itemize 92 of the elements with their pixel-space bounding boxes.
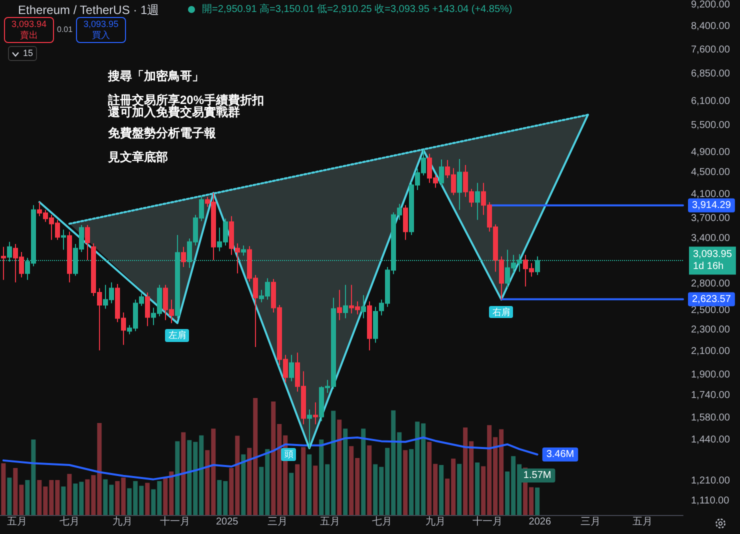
annotation: 搜尋「加密鳥哥」 xyxy=(108,69,204,84)
candlestick xyxy=(145,292,150,327)
bar xyxy=(313,466,318,515)
y-tick-label: 4,100.00 xyxy=(691,189,730,200)
annotation: 還可加入免費交易實戰群 xyxy=(108,105,240,119)
candlestick xyxy=(67,231,72,283)
bar xyxy=(403,450,408,515)
y-tick-label: 5,500.00 xyxy=(691,120,730,132)
y-tick-label: 1,740.00 xyxy=(691,390,730,402)
bar xyxy=(367,445,372,515)
x-tick-label: 2026 xyxy=(528,516,552,528)
y-tick-label: 4,500.00 xyxy=(691,167,730,178)
x-tick-label: 九月 xyxy=(112,516,133,528)
bar xyxy=(175,441,180,515)
data-label: 1.57M xyxy=(523,470,552,482)
y-tick-label: 2,500.00 xyxy=(691,305,730,316)
candlestick xyxy=(403,204,408,240)
y-tick-label: 1,580.00 xyxy=(691,412,730,424)
y-tick-label: 9,200.00 xyxy=(691,0,730,10)
annotation: 15 xyxy=(8,46,38,61)
candlestick xyxy=(343,284,348,319)
annotation: 頭 xyxy=(281,448,296,462)
x-tick-label: 2025 xyxy=(216,516,239,528)
x-tick-label: 三月 xyxy=(268,516,288,528)
candlestick xyxy=(181,246,186,268)
bar xyxy=(289,472,294,515)
y-tick-label: 2,100.00 xyxy=(691,346,730,357)
annotation: 0.01 xyxy=(57,25,73,35)
chart-title: Ethereum / TetherUS · 1週 xyxy=(18,3,160,18)
bar xyxy=(145,482,150,515)
candlestick xyxy=(85,224,90,261)
y-tick-label: 6,850.00 xyxy=(691,68,730,80)
candlestick xyxy=(457,158,462,210)
bar xyxy=(1,463,6,515)
candlestick xyxy=(313,402,318,425)
y-tick-label: 1,210.00 xyxy=(691,475,730,486)
x-tick-label: 五月 xyxy=(632,516,653,528)
y-tick-label: 2,300.00 xyxy=(691,324,730,336)
candlestick xyxy=(241,244,246,256)
bar xyxy=(241,454,246,515)
bar xyxy=(361,428,366,515)
bar xyxy=(181,432,186,515)
data-label: 3,914.29 xyxy=(692,200,732,211)
x-tick-label: 十一月 xyxy=(472,516,503,528)
annotation: 右肩 xyxy=(489,306,514,318)
annotation: 註冊交易所享20%手續費折扣 xyxy=(108,93,264,107)
x-tick-label: 七月 xyxy=(59,516,80,528)
x-tick-label: 三月 xyxy=(580,516,600,528)
x-tick-label: 五月 xyxy=(320,516,340,528)
chart-subtitle: 開=2,950.91 高=3,150.01 低=2,910.25 收=3,093.95 +143.04 (+4.85%) xyxy=(202,4,512,16)
annotation: 見文章底部 xyxy=(108,150,168,164)
bar xyxy=(7,478,12,515)
candlestick xyxy=(61,229,66,250)
bar xyxy=(343,428,348,515)
bar xyxy=(475,462,480,515)
annotation: 左肩 xyxy=(165,329,190,342)
candlestick xyxy=(373,306,378,344)
y-tick-label: 4,900.00 xyxy=(691,147,730,158)
candlestick xyxy=(367,300,372,351)
candlestick xyxy=(1,246,6,280)
candlestick xyxy=(289,354,294,382)
data-label: 3.46M xyxy=(546,448,574,460)
bar xyxy=(307,454,312,515)
y-tick-label: 7,600.00 xyxy=(691,44,730,56)
y-tick-label: 1,900.00 xyxy=(691,369,730,380)
bar xyxy=(439,464,444,515)
candlestick xyxy=(439,159,444,187)
candlestick xyxy=(475,182,480,220)
y-tick-label: 2,800.00 xyxy=(691,278,730,290)
y-tick-label: 6,100.00 xyxy=(691,96,730,107)
bar xyxy=(337,420,342,515)
bar xyxy=(61,486,66,515)
candlestick xyxy=(307,408,312,449)
annotation: 3,093.95 買入 xyxy=(76,17,126,43)
x-tick-label: 五月 xyxy=(7,516,28,528)
y-tick-label: 3,700.00 xyxy=(691,213,730,224)
x-tick-label: 九月 xyxy=(425,516,446,528)
x-tick-label: 七月 xyxy=(372,516,392,528)
annotation: 免費盤勢分析電子報 xyxy=(108,126,216,140)
y-tick-label: 3,400.00 xyxy=(691,232,730,244)
bar xyxy=(457,464,462,515)
bar xyxy=(535,488,540,515)
bar xyxy=(67,474,72,515)
y-tick-label: 8,400.00 xyxy=(691,20,730,32)
y-tick-label: 1,440.00 xyxy=(691,434,730,446)
annotation: 3,093.94 賣出 xyxy=(4,17,54,43)
candlestick xyxy=(337,289,342,321)
data-label: 2,623.57 xyxy=(692,294,732,305)
y-tick-label: 1,110.00 xyxy=(691,496,730,506)
x-tick-label: 十一月 xyxy=(160,516,190,528)
ref-line-label: 3,093.95 1d 16h xyxy=(693,249,732,272)
candlestick xyxy=(361,294,366,319)
